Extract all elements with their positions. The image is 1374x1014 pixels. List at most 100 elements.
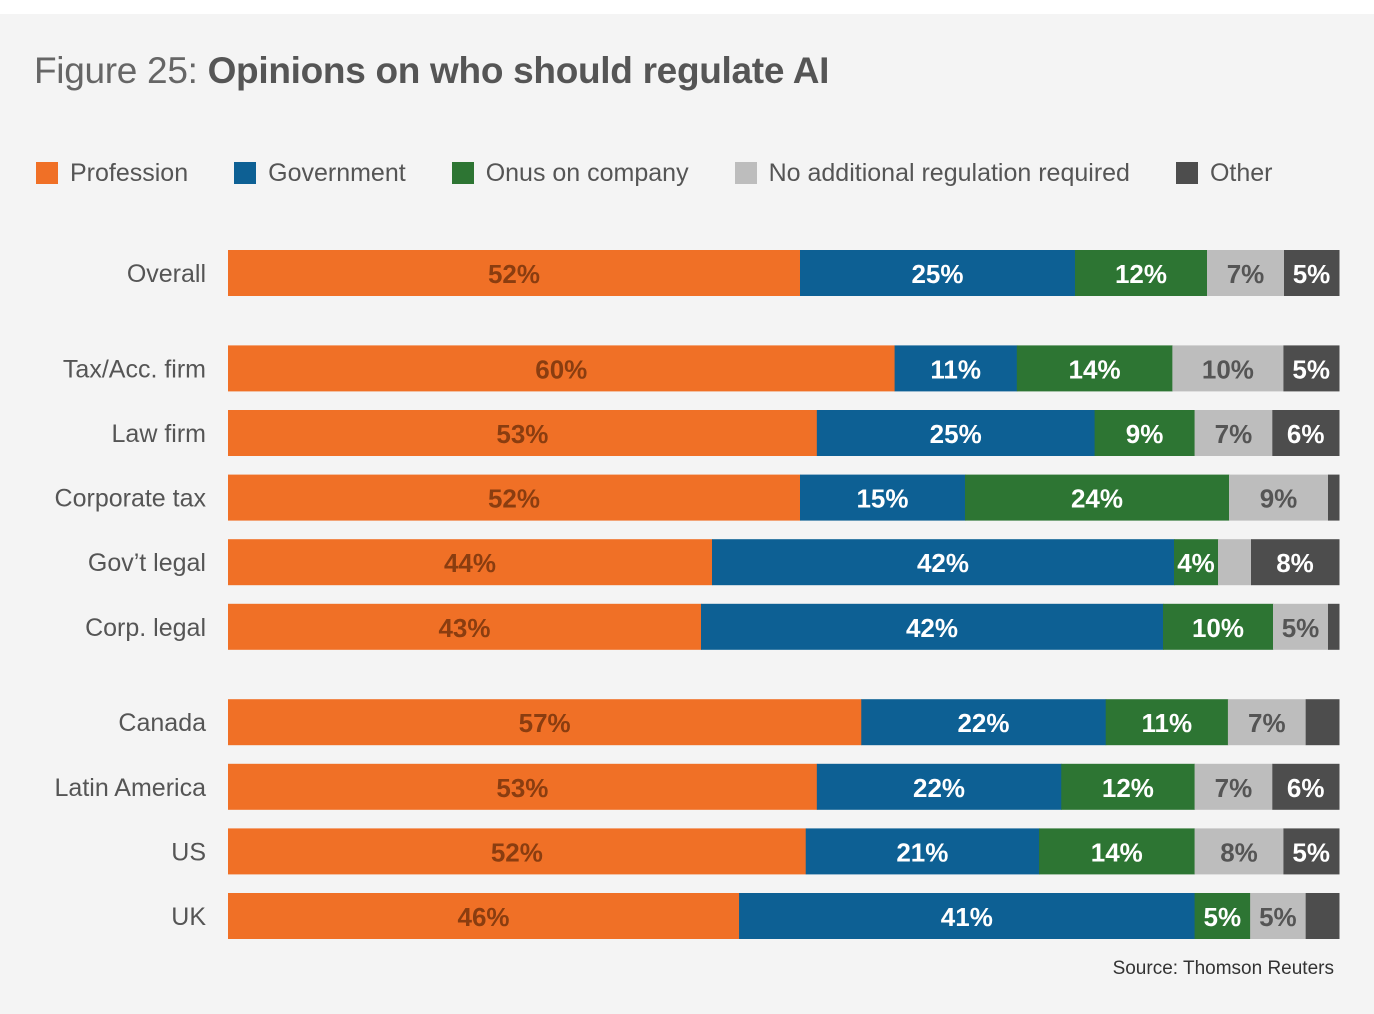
bar-segment-profession <box>228 345 896 392</box>
legend-item-no-additional-regulation-required: No additional regulation required <box>734 158 1130 188</box>
bar-segment-government <box>800 474 966 521</box>
data-label: 11% <box>930 354 981 384</box>
data-label: 53% <box>496 419 548 449</box>
legend-label: Onus on company <box>485 158 689 187</box>
data-label: 5% <box>1204 902 1242 932</box>
bar-segment-other <box>1283 828 1340 875</box>
bar-segment-no-additional-regulation-required <box>1218 539 1252 586</box>
bar-segment-profession <box>228 410 818 456</box>
bar-segment-onus-on-company <box>1039 828 1196 875</box>
data-label: 43% <box>438 613 490 643</box>
bar-segment-onus-on-company <box>1016 345 1173 392</box>
category-label: Law firm <box>112 420 206 448</box>
bar-segment-government <box>816 763 1062 810</box>
data-label: 11% <box>1141 708 1192 738</box>
category-label: UK <box>171 903 206 931</box>
bar-segment-profession <box>228 474 801 521</box>
bar-segment-government <box>816 410 1096 456</box>
category-label: Corporate tax <box>55 485 207 513</box>
bar-segment-onus-on-company <box>1094 410 1196 456</box>
legend: Profession Government Onus on company No ad… <box>36 158 1272 188</box>
bar-segment-onus-on-company <box>1194 893 1251 939</box>
bar-segment-government <box>712 539 1175 586</box>
category-label: US <box>171 838 206 866</box>
bar-segment-other <box>1328 474 1340 521</box>
data-label: 7% <box>1248 708 1286 738</box>
data-label: 5% <box>1293 259 1331 289</box>
data-label: 44% <box>444 548 496 578</box>
data-label: 42% <box>906 613 958 643</box>
bar-segment-profession <box>228 763 818 810</box>
data-label: 52% <box>491 837 543 867</box>
data-label: 5% <box>1282 613 1320 643</box>
data-label: 60% <box>535 354 587 384</box>
bar-segment-no-additional-regulation-required <box>1250 893 1307 939</box>
data-label: 42% <box>917 548 969 578</box>
data-label: 46% <box>458 902 510 932</box>
data-label: 22% <box>913 773 965 803</box>
category-label: Overall <box>127 260 206 288</box>
bar-segment-no-additional-regulation-required <box>1172 345 1284 392</box>
data-label: 6% <box>1287 773 1325 803</box>
data-label: 15% <box>856 484 908 514</box>
data-label: 52% <box>488 259 540 289</box>
data-label: 7% <box>1215 773 1253 803</box>
bar-segment-no-additional-regulation-required <box>1229 474 1329 521</box>
bar-segment-profession <box>228 828 807 875</box>
data-label: 22% <box>957 708 1009 738</box>
legend-label: Government <box>268 158 406 187</box>
legend-swatch <box>36 162 58 184</box>
data-label: 5% <box>1259 902 1297 932</box>
bar-segment-no-additional-regulation-required <box>1194 828 1284 875</box>
bar-segment-no-additional-regulation-required <box>1273 603 1329 650</box>
data-label: 8% <box>1220 837 1258 867</box>
data-label: 10% <box>1202 354 1254 384</box>
bar-segment-government <box>739 893 1196 939</box>
bar-segment-onus-on-company <box>1174 539 1219 586</box>
data-label: 6% <box>1287 419 1325 449</box>
bar-segment-other <box>1305 893 1340 939</box>
category-label: Canada <box>118 709 206 737</box>
data-label: 9% <box>1260 484 1298 514</box>
bar-segment-government <box>800 250 1076 296</box>
bar-segment-other <box>1272 763 1340 810</box>
bar-segment-onus-on-company <box>1061 763 1196 810</box>
figure-number: Figure 25: <box>34 50 198 91</box>
bar-segment-profession <box>228 603 702 650</box>
data-label: 21% <box>896 837 948 867</box>
data-label: 7% <box>1227 259 1265 289</box>
data-label: 5% <box>1292 837 1330 867</box>
bar-segment-other <box>1272 410 1340 456</box>
bar-segment-other <box>1328 603 1340 650</box>
bar-segment-government <box>894 345 1018 392</box>
data-label: 12% <box>1102 773 1154 803</box>
bar-segment-no-additional-regulation-required <box>1194 763 1273 810</box>
figure-title: Opinions on who should regulate AI <box>207 50 830 91</box>
data-label: 25% <box>930 419 982 449</box>
data-label: 7% <box>1215 419 1253 449</box>
bar-segment-no-additional-regulation-required <box>1207 250 1285 296</box>
bar-segment-onus-on-company <box>1075 250 1208 296</box>
data-label: 12% <box>1115 259 1167 289</box>
data-label: 14% <box>1069 354 1121 384</box>
legend-label: Other <box>1209 158 1273 187</box>
data-label: 8% <box>1276 548 1314 578</box>
source-note: Source: Thomson Reuters <box>1112 958 1334 979</box>
data-label: 5% <box>1292 354 1330 384</box>
bar-segment-onus-on-company <box>1105 699 1229 746</box>
category-label: Corp. legal <box>85 614 206 642</box>
chart-title: Figure 25: Opinions on who should regula… <box>34 50 829 92</box>
data-label: 25% <box>911 259 963 289</box>
data-label: 14% <box>1091 837 1143 867</box>
data-label: 53% <box>496 773 548 803</box>
legend-label: No additional regulation required <box>768 158 1130 187</box>
legend-swatch <box>234 162 257 184</box>
data-label: 24% <box>1071 484 1123 514</box>
category-label: Latin America <box>55 774 207 802</box>
bar-segment-onus-on-company <box>965 474 1230 521</box>
bar-segment-government <box>861 699 1107 746</box>
bar-segment-no-additional-regulation-required <box>1194 410 1273 456</box>
data-label: 52% <box>488 484 540 514</box>
category-label: Tax/Acc. firm <box>63 355 206 383</box>
